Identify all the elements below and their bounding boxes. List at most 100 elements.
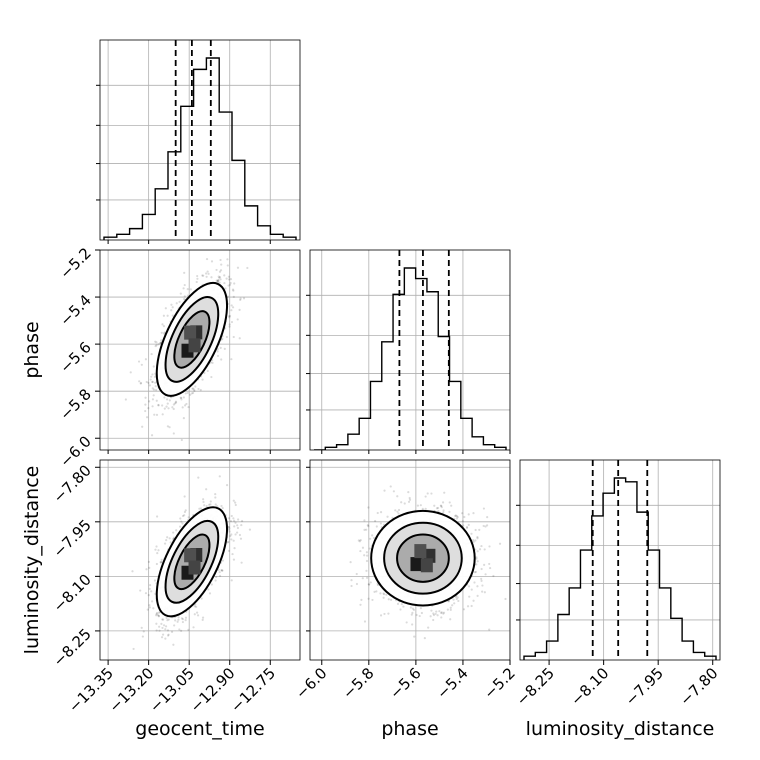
sample-point	[179, 517, 182, 520]
sample-point	[151, 387, 154, 390]
sample-point	[142, 630, 145, 633]
sample-point	[366, 524, 369, 527]
sample-point	[429, 615, 432, 618]
sample-point	[400, 501, 403, 504]
sample-point	[161, 618, 165, 621]
density-bin	[184, 325, 197, 340]
sample-point	[440, 506, 443, 509]
sample-point	[432, 618, 435, 622]
sample-point	[148, 566, 151, 569]
sample-point	[442, 612, 445, 615]
sample-point	[199, 507, 203, 510]
sample-point	[230, 309, 233, 312]
panel-frame	[519, 459, 721, 661]
sample-point	[201, 378, 204, 381]
sample-point	[219, 278, 222, 281]
sample-point	[166, 629, 170, 632]
sample-point	[214, 579, 217, 582]
sample-point	[177, 618, 180, 621]
sample-point	[379, 511, 383, 514]
sample-point	[144, 592, 148, 595]
sample-point	[382, 596, 385, 599]
sample-point	[184, 509, 187, 512]
sample-point	[166, 425, 169, 428]
sample-point	[465, 526, 469, 530]
sample-point	[405, 621, 408, 624]
sample-point	[151, 398, 155, 401]
sample-point	[488, 545, 491, 548]
sample-point	[184, 616, 188, 619]
sample-point	[138, 380, 141, 383]
sample-point	[368, 547, 371, 550]
sample-point	[158, 625, 161, 628]
sample-point	[139, 589, 142, 592]
sample-point	[181, 522, 184, 525]
sample-point	[183, 510, 187, 514]
density-bin	[414, 544, 427, 559]
sample-point	[481, 590, 484, 593]
sample-point	[232, 558, 236, 561]
y-axis-label-phase: phase	[21, 321, 43, 378]
sample-point	[230, 533, 233, 536]
x-tick-label: −5.8	[339, 664, 377, 702]
sample-point	[483, 548, 486, 551]
sample-point	[198, 507, 201, 510]
sample-point	[157, 614, 160, 617]
sample-point	[171, 314, 174, 317]
panel-0-1	[99, 249, 301, 451]
sample-point	[486, 516, 489, 519]
sample-point	[232, 295, 235, 298]
sample-point	[482, 524, 485, 528]
sample-point	[153, 375, 157, 378]
sample-point	[157, 611, 160, 614]
sample-point	[186, 391, 189, 395]
sample-point	[215, 575, 218, 579]
sample-point	[486, 524, 489, 527]
sample-point	[386, 515, 389, 518]
sample-point	[504, 597, 507, 601]
y-tick-label: −6.0	[56, 432, 94, 470]
sample-point	[228, 314, 232, 318]
sample-point	[416, 504, 420, 507]
sample-point	[225, 277, 228, 280]
panel-2-2	[516, 459, 721, 661]
sample-point	[229, 281, 232, 285]
sample-point	[218, 276, 221, 279]
sample-point	[476, 594, 479, 597]
sample-point	[160, 339, 163, 342]
sample-point	[175, 302, 178, 305]
sample-point	[139, 382, 142, 385]
sample-point	[389, 485, 392, 488]
x-tick-label: −8.10	[567, 664, 612, 709]
sample-point	[218, 570, 221, 574]
sample-point	[232, 539, 235, 542]
sample-point	[159, 560, 162, 564]
sample-point	[221, 569, 224, 572]
sample-point	[238, 533, 242, 537]
sample-point	[229, 278, 233, 281]
x-tick-label: −5.4	[433, 664, 471, 702]
sample-point	[230, 514, 233, 518]
sample-point	[151, 380, 154, 383]
sample-point	[498, 542, 502, 545]
sample-point	[227, 540, 230, 543]
sample-point	[214, 496, 217, 499]
sample-point	[140, 363, 143, 366]
sample-point	[148, 604, 151, 607]
density-bin	[420, 558, 433, 573]
sample-point	[230, 538, 233, 541]
sample-point	[450, 504, 453, 507]
sample-point	[218, 574, 222, 577]
panel-0-0	[96, 39, 301, 241]
sample-point	[208, 592, 212, 595]
sample-point	[167, 633, 170, 636]
histogram-geocent_time	[103, 57, 297, 240]
sample-point	[197, 476, 200, 479]
sample-point	[433, 504, 436, 507]
sample-point	[145, 380, 148, 384]
sample-point	[181, 514, 185, 518]
sample-point	[220, 569, 224, 572]
sample-point	[231, 306, 235, 309]
sample-point	[454, 514, 457, 517]
sample-point	[196, 614, 200, 617]
